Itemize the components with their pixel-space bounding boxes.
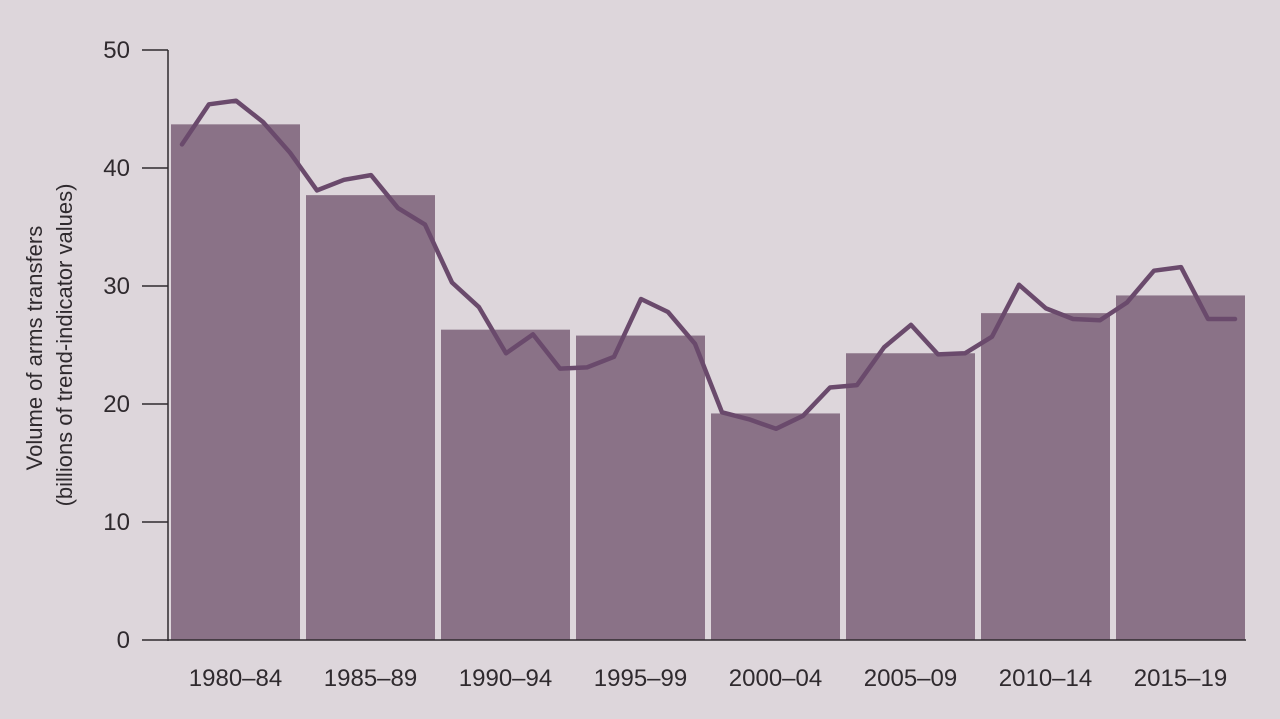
bar-2000–04	[711, 413, 840, 640]
y-tick-label-40: 40	[103, 155, 130, 182]
y-tick-label-0: 0	[117, 627, 130, 654]
x-tick-label-2005–09: 2005–09	[864, 665, 957, 692]
x-tick-label-2000–04: 2000–04	[729, 665, 822, 692]
bar-1985–89	[306, 195, 435, 640]
y-axis-title-line-2: (billions of trend-indicator values)	[52, 184, 77, 507]
x-tick-label-1995–99: 1995–99	[594, 665, 687, 692]
bars-group	[171, 124, 1245, 641]
y-axis-title: Volume of arms transfers (billions of tr…	[22, 184, 77, 507]
annual-volume-line	[179, 98, 1238, 432]
x-tick-label-2010–14: 2010–14	[999, 665, 1092, 692]
y-tick-label-10: 10	[103, 509, 130, 536]
line-series-group	[179, 98, 1238, 432]
bar-2015–19	[1116, 295, 1245, 640]
axes-group: 0 10 20 30 40 50 1980–84 1985–89 1990–94 1995–99 2…	[103, 37, 1246, 692]
x-tick-label-1985–89: 1985–89	[324, 665, 417, 692]
bar-1980–84	[171, 124, 300, 641]
bar-1995–99	[576, 335, 705, 640]
y-tick-label-20: 20	[103, 391, 130, 418]
bar-1990–94	[441, 329, 570, 640]
bar-2010–14	[981, 313, 1110, 640]
x-tick-label-1980–84: 1980–84	[189, 665, 282, 692]
bar-2005–09	[846, 353, 975, 640]
y-tick-label-30: 30	[103, 273, 130, 300]
y-tick-label-50: 50	[103, 37, 130, 64]
x-tick-label-1990–94: 1990–94	[459, 665, 552, 692]
y-axis-title-line-1: Volume of arms transfers	[22, 226, 47, 471]
x-tick-label-2015–19: 2015–19	[1134, 665, 1227, 692]
